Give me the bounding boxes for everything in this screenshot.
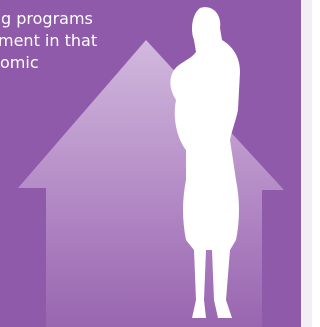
- body-text-line: g programs: [1, 9, 93, 28]
- body-text-line: omic: [0, 53, 39, 72]
- page: g programs ment in that omic (() => { co…: [0, 0, 312, 327]
- side-strip: [301, 0, 312, 327]
- body-text-line: ment in that: [0, 31, 97, 50]
- infographic-panel: g programs ment in that omic: [0, 0, 312, 327]
